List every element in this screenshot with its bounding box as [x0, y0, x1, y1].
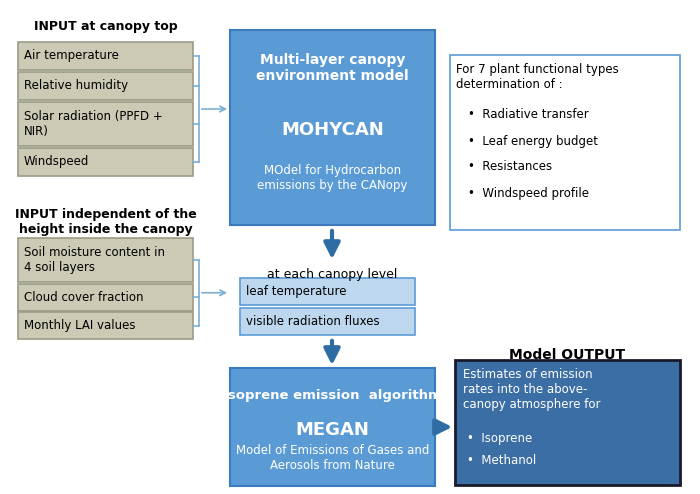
Text: Relative humidity: Relative humidity: [24, 80, 128, 92]
Text: leaf temperature: leaf temperature: [246, 285, 346, 298]
Text: Cloud cover fraction: Cloud cover fraction: [24, 291, 144, 304]
Text: •  Resistances: • Resistances: [468, 161, 552, 173]
Text: Estimates of emission
rates into the above-
canopy atmosphere for: Estimates of emission rates into the abo…: [463, 368, 601, 411]
Text: •  Radiative transfer: • Radiative transfer: [468, 109, 589, 122]
Text: •  Leaf energy budget: • Leaf energy budget: [468, 134, 598, 148]
Bar: [18, 102, 193, 146]
Text: Windspeed: Windspeed: [24, 156, 90, 168]
Bar: [240, 308, 415, 335]
Text: Model OUTPUT: Model OUTPUT: [510, 348, 626, 362]
Text: MOHYCAN: MOHYCAN: [281, 121, 384, 139]
Text: Soil moisture content in
4 soil layers: Soil moisture content in 4 soil layers: [24, 246, 165, 274]
Text: •  Isoprene: • Isoprene: [467, 431, 532, 445]
Bar: [18, 238, 193, 282]
Text: Air temperature: Air temperature: [24, 49, 119, 63]
Bar: [230, 30, 435, 225]
Bar: [18, 148, 193, 176]
Text: •  Windspeed profile: • Windspeed profile: [468, 187, 589, 200]
Text: Model of Emissions of Gases and
Aerosols from Nature: Model of Emissions of Gases and Aerosols…: [236, 444, 429, 472]
Bar: [230, 368, 435, 486]
Bar: [18, 312, 193, 339]
Text: INPUT at canopy top: INPUT at canopy top: [34, 20, 177, 33]
Text: MOdel for Hydrocarbon
emissions by the CANopy: MOdel for Hydrocarbon emissions by the C…: [258, 164, 407, 192]
Bar: [240, 278, 415, 305]
Text: Multi-layer canopy
environment model: Multi-layer canopy environment model: [256, 53, 409, 83]
Text: visible radiation fluxes: visible radiation fluxes: [246, 315, 379, 328]
Text: INPUT independent of the
height inside the canopy: INPUT independent of the height inside t…: [15, 208, 197, 236]
Bar: [455, 360, 680, 485]
Text: Isoprene emission  algorithm: Isoprene emission algorithm: [223, 389, 442, 403]
Text: Monthly LAI values: Monthly LAI values: [24, 319, 136, 332]
Text: •  Methanol: • Methanol: [467, 453, 536, 466]
Bar: [450, 55, 680, 230]
Text: MEGAN: MEGAN: [295, 421, 370, 439]
Text: For 7 plant functional types
determination of :: For 7 plant functional types determinati…: [456, 63, 619, 91]
Bar: [18, 72, 193, 100]
Bar: [18, 284, 193, 311]
Text: at each canopy level: at each canopy level: [267, 268, 397, 281]
Bar: [18, 42, 193, 70]
Text: Solar radiation (PPFD +
NIR): Solar radiation (PPFD + NIR): [24, 110, 162, 138]
